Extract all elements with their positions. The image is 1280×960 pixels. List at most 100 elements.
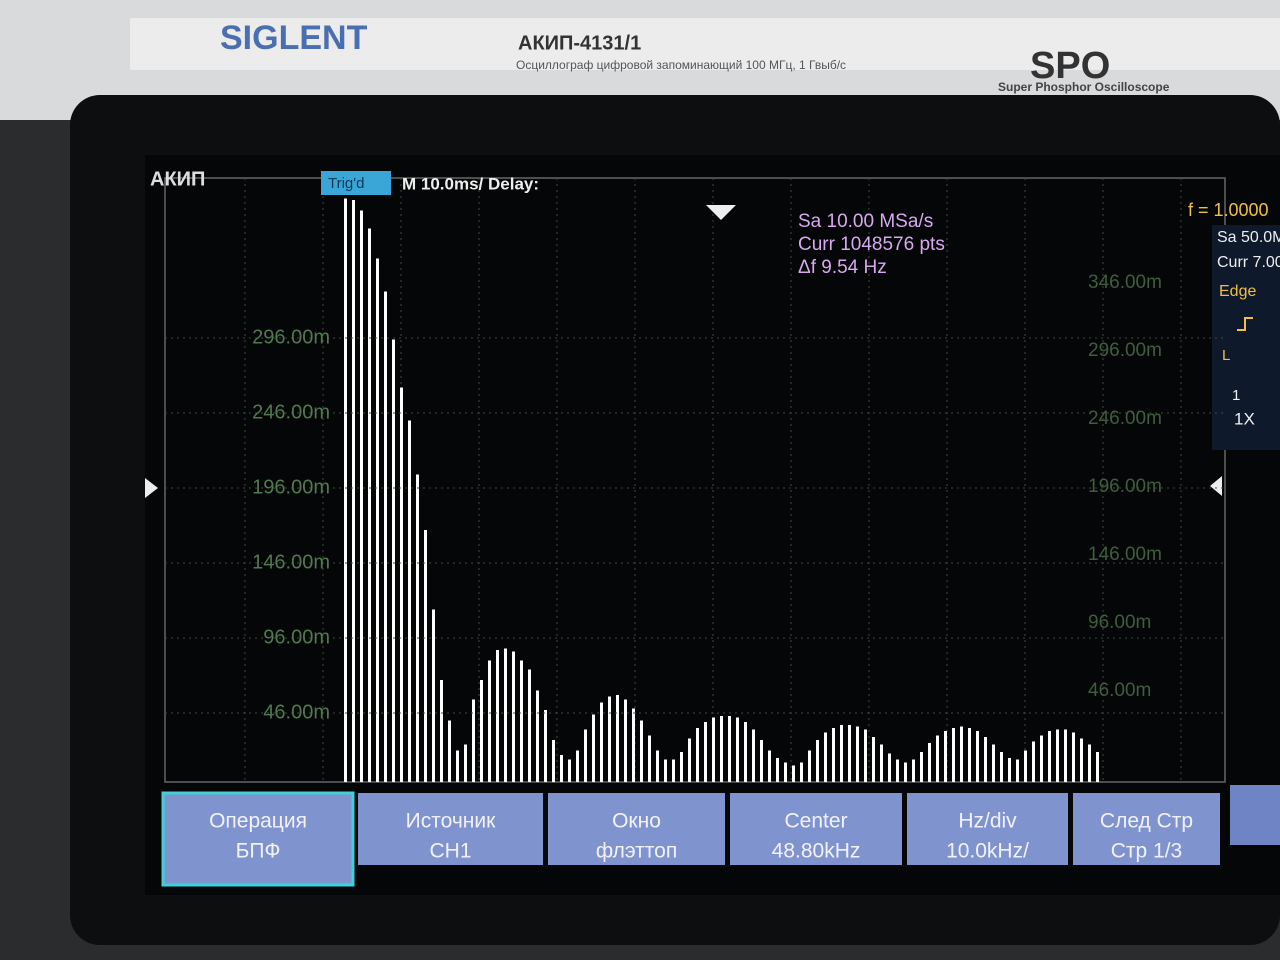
- bar: [1000, 752, 1003, 782]
- bar: [504, 648, 507, 782]
- y-tick-label: 296.00m: [252, 326, 330, 348]
- sample-rate: Sa 50.0M: [1217, 229, 1280, 246]
- bar: [440, 680, 443, 782]
- bar: [552, 740, 555, 782]
- bar: [856, 726, 859, 782]
- bar: [536, 690, 539, 782]
- side-panel: [1212, 225, 1280, 450]
- bar: [992, 744, 995, 782]
- bar: [360, 210, 363, 782]
- logo: АКИП: [150, 168, 205, 190]
- bar: [800, 762, 803, 782]
- bar: [728, 716, 731, 782]
- bar: [568, 759, 571, 782]
- bar: [1024, 750, 1027, 782]
- softkey-value: флэттоп: [596, 840, 677, 863]
- bar: [960, 726, 963, 782]
- screen: [145, 155, 1280, 895]
- series: SPO: [1030, 45, 1110, 87]
- bar: [432, 609, 435, 782]
- bar: [576, 750, 579, 782]
- bar: [896, 759, 899, 782]
- softkey-value: CH1: [429, 840, 471, 863]
- softkey-label: Center: [784, 810, 847, 833]
- softkey[interactable]: [907, 793, 1068, 865]
- bar: [968, 728, 971, 782]
- softkey[interactable]: [1073, 793, 1220, 865]
- bar: [880, 744, 883, 782]
- bar: [584, 729, 587, 782]
- bar: [400, 387, 403, 782]
- softkey[interactable]: [730, 793, 902, 865]
- trigger-type: Edge: [1219, 283, 1256, 300]
- bar: [512, 651, 515, 782]
- bar: [832, 728, 835, 782]
- timebase: M 10.0ms/ Delay:: [402, 174, 539, 193]
- right-scale-label: 296.00m: [1088, 340, 1162, 361]
- softkey-label: Источник: [406, 810, 496, 833]
- right-scale-label: 246.00m: [1088, 408, 1162, 429]
- bar: [840, 725, 843, 782]
- label-strip: [130, 18, 1280, 70]
- softkey-value: 48.80kHz: [772, 840, 861, 863]
- level-marker: [1210, 476, 1222, 496]
- bar: [704, 722, 707, 782]
- trigger-badge: [321, 171, 391, 195]
- bar: [752, 729, 755, 782]
- bar: [488, 660, 491, 782]
- bar: [1032, 741, 1035, 782]
- spectrum: [344, 198, 1099, 782]
- bar: [656, 750, 659, 782]
- bar: [720, 716, 723, 782]
- bar: [528, 669, 531, 782]
- bar: [920, 752, 923, 782]
- trigger-status: Trig'd: [328, 175, 364, 192]
- trigger-marker: [706, 205, 736, 220]
- probe: 1X: [1234, 409, 1255, 428]
- bar: [712, 717, 715, 782]
- bar: [344, 198, 347, 782]
- softkey[interactable]: [358, 793, 543, 865]
- y-tick-label: 246.00m: [252, 401, 330, 423]
- bar: [976, 731, 979, 782]
- bar: [672, 759, 675, 782]
- softkey[interactable]: [548, 793, 725, 865]
- bar: [648, 735, 651, 782]
- info-line: Δf 9.54 Hz: [798, 257, 887, 278]
- info-line: Sa 10.00 MSa/s: [798, 211, 933, 232]
- bar: [368, 228, 371, 782]
- bar: [424, 530, 427, 782]
- right-scale-label: 346.00m: [1088, 272, 1162, 293]
- bar: [664, 759, 667, 782]
- bar: [520, 660, 523, 782]
- brand: SIGLENT: [220, 19, 368, 57]
- bar: [1048, 731, 1051, 782]
- series-subtitle: Super Phosphor Oscilloscope: [998, 80, 1170, 94]
- bar: [784, 762, 787, 782]
- softkey-value: Стр 1/3: [1111, 840, 1183, 863]
- bar: [864, 729, 867, 782]
- scales: 46.00m 96.00m 146.00m 196.00m 246.00m 296.00m…: [165, 272, 1225, 723]
- bar: [936, 735, 939, 782]
- right-scale-label: 196.00m: [1088, 476, 1162, 497]
- bar: [760, 740, 763, 782]
- bar: [464, 744, 467, 782]
- bar: [888, 753, 891, 782]
- softkey-label: Операция: [209, 810, 307, 833]
- bar: [1096, 752, 1099, 782]
- bar: [392, 339, 395, 782]
- softkey[interactable]: [161, 791, 355, 887]
- softkey-label: Окно: [612, 810, 661, 833]
- level-marker: [145, 478, 158, 498]
- bar: [680, 752, 683, 782]
- bar: [912, 759, 915, 782]
- bar: [376, 258, 379, 782]
- bar: [472, 699, 475, 782]
- bar: [1056, 729, 1059, 782]
- y-tick-label: 146.00m: [252, 551, 330, 573]
- bar: [1080, 738, 1083, 782]
- bar: [408, 420, 411, 782]
- bar: [416, 474, 419, 782]
- bar: [600, 702, 603, 782]
